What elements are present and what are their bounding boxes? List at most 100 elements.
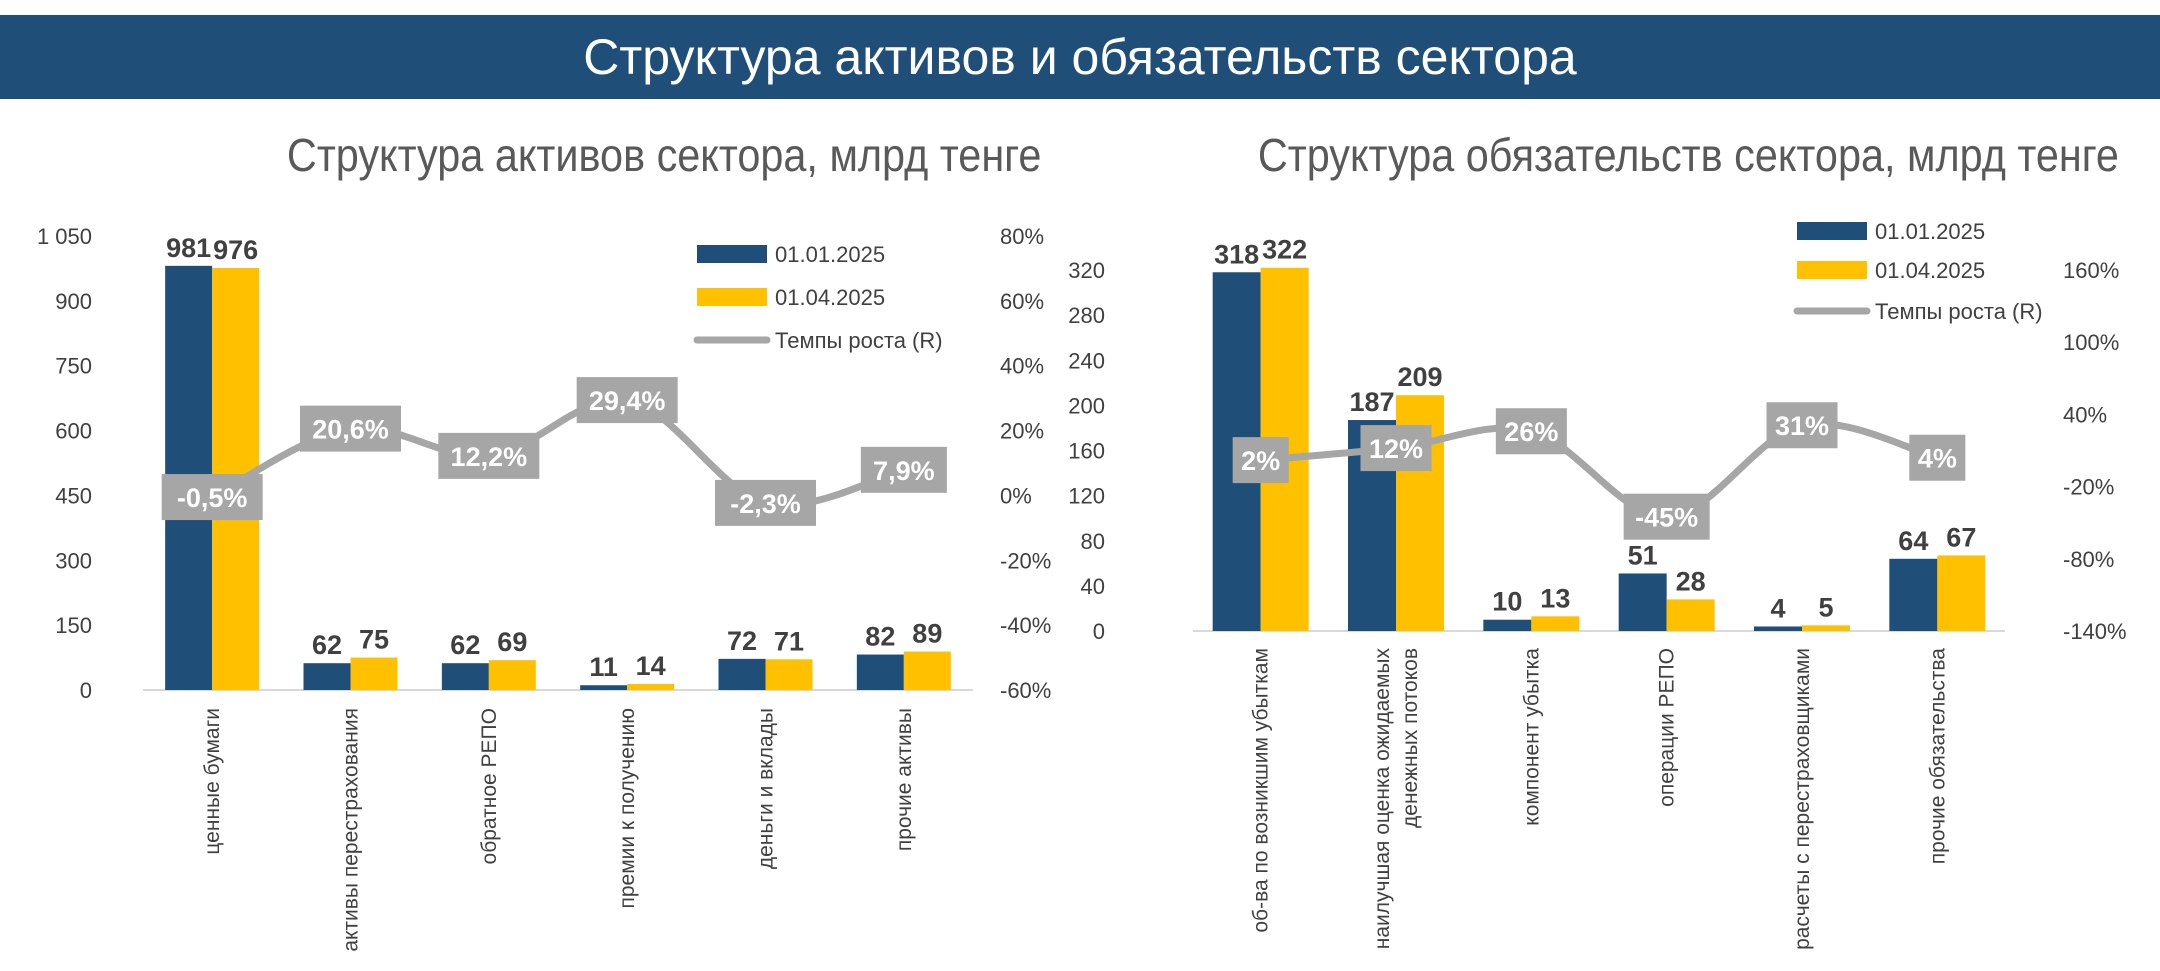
growth-rate-label: 2% (1241, 446, 1280, 476)
legend-label: 01.04.2025 (775, 285, 885, 310)
growth-rate-label: 12% (1369, 434, 1423, 464)
growth-rate-label: 4% (1918, 444, 1957, 474)
growth-rate-label: 29,4% (589, 386, 666, 416)
y-right-tick-label: 160% (2063, 258, 2119, 283)
y-right-tick-label: -20% (1000, 548, 1051, 573)
bar-value-label: 209 (1397, 362, 1442, 392)
y-left-tick-label: 200 (1068, 393, 1105, 418)
y-left-tick-label: 900 (55, 289, 92, 314)
category-label-group: наилучшая оценка ожидаемых денежных поток… (1371, 648, 1422, 950)
y-right-tick-label: 0% (1000, 483, 1032, 508)
growth-rate-label: 31% (1775, 411, 1829, 441)
legend-swatch-series1 (697, 245, 767, 263)
growth-label-box (438, 432, 540, 479)
category-label-group: расчеты с перестраховщиками (1791, 648, 1814, 950)
bar-value-label: 318 (1214, 239, 1259, 269)
bar (350, 657, 398, 690)
growth-rate-label: -2,3% (730, 489, 801, 519)
bar (1483, 619, 1532, 631)
bar (856, 654, 904, 690)
growth-rate-label: 12,2% (451, 442, 528, 472)
category-label-group: операции РЕПО (1656, 648, 1679, 807)
category-label: деньги и вклады (755, 708, 778, 869)
growth-label-box (1232, 437, 1289, 484)
liabilities-chart-title: Структура обязательств сектора, млрд тен… (1257, 129, 2119, 181)
bar-value-label: 72 (727, 626, 757, 656)
bar-value-label: 69 (497, 627, 527, 657)
growth-label-box (576, 377, 678, 424)
y-right-tick-label: 40% (1000, 354, 1044, 379)
y-left-tick-label: 150 (55, 613, 92, 638)
bar-value-label: 82 (865, 622, 895, 652)
y-right-tick-label: 100% (2063, 330, 2119, 355)
bar (718, 658, 766, 690)
assets-chart-title: Структура активов сектора, млрд тенге (286, 129, 1042, 181)
bar-value-label: 62 (312, 630, 342, 660)
growth-rate-label: 26% (1504, 417, 1558, 447)
bar (303, 663, 351, 690)
category-label: премии к получению (616, 708, 639, 909)
bar-value-label: 10 (1492, 587, 1522, 617)
y-right-tick-label: 20% (1000, 419, 1044, 444)
bar-value-label: 51 (1628, 540, 1658, 570)
legend-label: 01.01.2025 (1875, 219, 1985, 244)
y-left-tick-label: 240 (1068, 348, 1105, 373)
bar-value-label: 5 (1818, 592, 1833, 622)
growth-rate-label: 7,9% (873, 456, 935, 486)
y-right-tick-label: 60% (1000, 289, 1044, 314)
growth-label-box (1909, 434, 1966, 481)
y-left-tick-label: 160 (1068, 439, 1105, 464)
bar-value-label: 13 (1540, 583, 1570, 613)
bar-value-label: 976 (213, 235, 258, 265)
category-label-group: компонент убытка (1520, 648, 1543, 826)
growth-rate-label: 20,6% (312, 415, 389, 445)
bar (1937, 555, 1986, 631)
category-label: обратное РЕПО (478, 708, 501, 864)
bar-value-label: 28 (1676, 566, 1706, 596)
y-left-tick-label: 0 (80, 678, 92, 703)
y-left-tick-label: 750 (55, 354, 92, 379)
legend-swatch-series2 (1797, 261, 1867, 279)
bar-value-label: 62 (450, 630, 480, 660)
bar (1666, 599, 1715, 631)
growth-label-box (1623, 493, 1710, 540)
page-banner: Структура активов и обязательств сектора (0, 15, 2160, 99)
y-right-tick-label: 80% (1000, 224, 1044, 249)
legend-label: Темпы роста (R) (775, 328, 943, 353)
bar-value-label: 89 (912, 619, 942, 649)
category-label: наилучшая оценка ожидаемых (1371, 648, 1394, 950)
legend-label: 01.01.2025 (775, 242, 885, 267)
bar (1802, 625, 1850, 631)
bar (765, 659, 813, 690)
bar (580, 685, 628, 690)
bar-value-label: 981 (166, 233, 211, 263)
category-label-group: ценные бумаги (201, 708, 224, 855)
bar-value-label: 4 (1770, 593, 1785, 623)
legend-label: Темпы роста (R) (1875, 299, 2043, 324)
growth-label-box (161, 474, 263, 521)
growth-rate-label: -45% (1635, 503, 1698, 533)
category-label: расчеты с перестраховщиками (1791, 648, 1814, 950)
category-label: денежных потоков (1399, 648, 1422, 828)
bar-value-label: 14 (636, 651, 666, 681)
y-right-tick-label: -40% (1000, 613, 1051, 638)
growth-label-box (1360, 425, 1432, 472)
y-left-tick-label: 600 (55, 419, 92, 444)
y-left-tick-label: 80 (1081, 529, 1105, 554)
category-label-group: обратное РЕПО (478, 708, 501, 864)
y-left-tick-label: 320 (1068, 258, 1105, 283)
y-right-tick-label: 40% (2063, 402, 2107, 427)
bar (1531, 616, 1580, 631)
category-label: прочие активы (893, 708, 916, 851)
category-label-group: деньги и вклады (755, 708, 778, 869)
legend-swatch-series1 (1797, 222, 1867, 240)
bar (627, 683, 675, 690)
growth-label-box (300, 405, 401, 452)
bar (903, 651, 951, 690)
legend-swatch-series2 (697, 288, 767, 306)
category-label: ценные бумаги (201, 708, 224, 855)
growth-label-box (1766, 402, 1838, 449)
bar (488, 660, 536, 690)
category-label-group: об-ва по возникшим убыткам (1250, 648, 1273, 933)
